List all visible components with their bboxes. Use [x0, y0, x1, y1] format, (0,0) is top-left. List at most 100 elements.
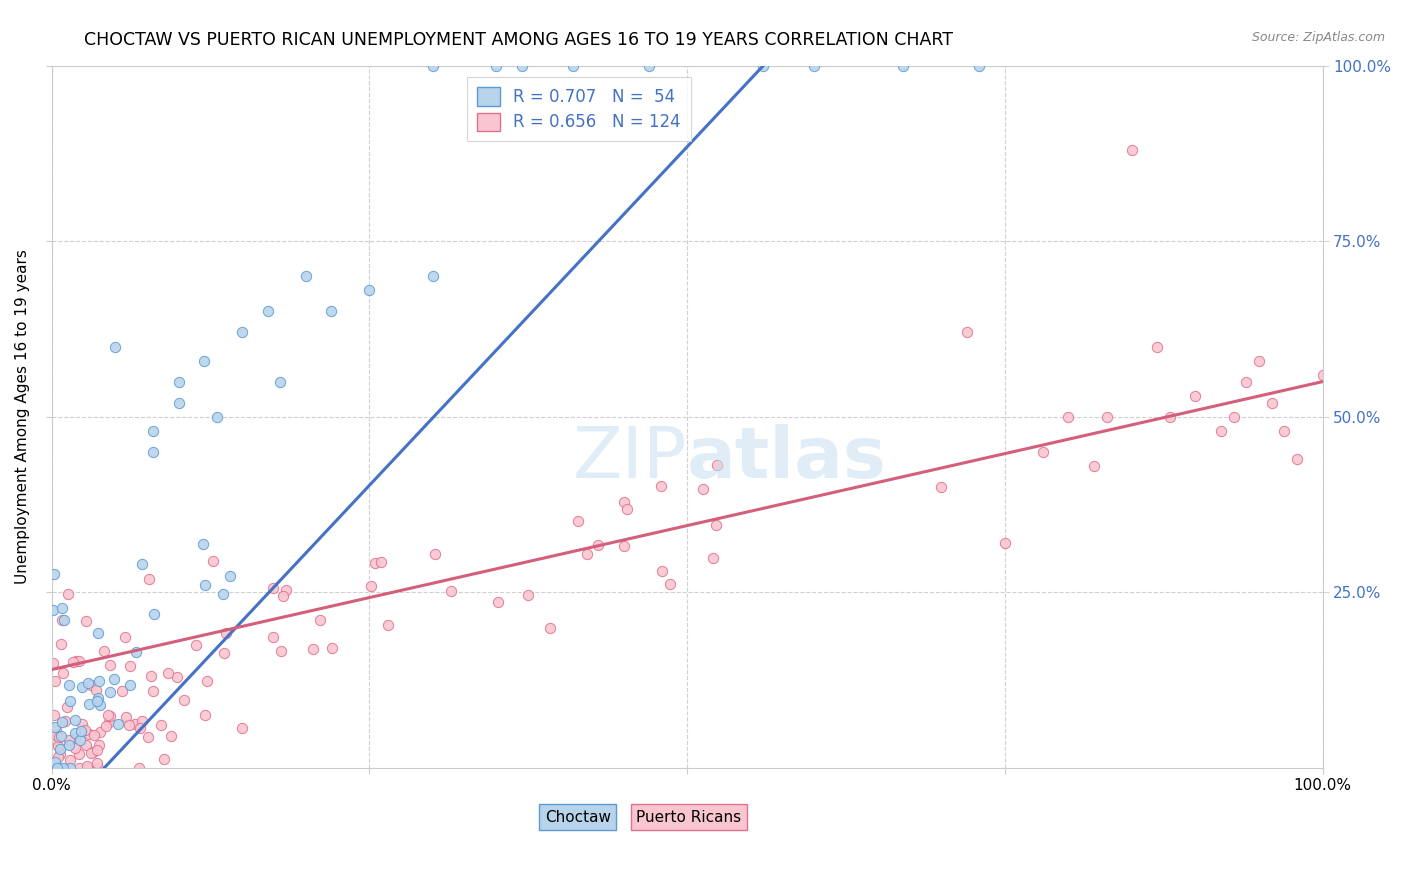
- Point: [752, 59, 775, 73]
- Point: [80, 678, 103, 692]
- Point: [139, 669, 162, 683]
- Point: [89, 724, 111, 739]
- Point: [167, 375, 190, 389]
- Point: [118, 678, 141, 692]
- Point: [212, 587, 235, 601]
- Point: [82, 745, 104, 759]
- Text: Source: ZipAtlas.com: Source: ZipAtlas.com: [1251, 31, 1385, 45]
- Point: [302, 641, 325, 656]
- Point: [173, 692, 195, 706]
- Point: [98, 685, 121, 699]
- Point: [142, 684, 165, 698]
- Point: [65, 741, 87, 756]
- Point: [485, 59, 508, 73]
- Point: [956, 326, 979, 340]
- Point: [48, 761, 70, 775]
- Text: Puerto Ricans: Puerto Ricans: [636, 810, 741, 824]
- Point: [51, 613, 73, 627]
- Point: [128, 721, 150, 735]
- Point: [1209, 424, 1232, 438]
- Point: [86, 742, 108, 756]
- Point: [1121, 143, 1143, 157]
- Point: [75, 739, 97, 753]
- Point: [58, 732, 80, 747]
- Point: [269, 375, 291, 389]
- Point: [89, 698, 111, 712]
- Point: [193, 353, 215, 368]
- Point: [58, 678, 80, 692]
- Point: [929, 480, 952, 494]
- Point: [1057, 409, 1080, 424]
- Point: [62, 655, 84, 669]
- Point: [44, 755, 66, 769]
- Point: [359, 283, 381, 297]
- Point: [76, 761, 98, 775]
- Point: [1083, 458, 1105, 473]
- Point: [692, 483, 714, 497]
- Point: [1146, 339, 1168, 353]
- Point: [191, 537, 214, 551]
- Point: [84, 682, 107, 697]
- Point: [567, 514, 589, 528]
- Point: [702, 551, 724, 566]
- Point: [212, 647, 235, 661]
- Point: [65, 726, 87, 740]
- Point: [1286, 451, 1309, 466]
- Point: [76, 759, 98, 773]
- Point: [153, 752, 176, 766]
- Point: [46, 739, 69, 754]
- Point: [613, 539, 636, 553]
- Point: [1222, 409, 1244, 424]
- Y-axis label: Unemployment Among Ages 16 to 19 years: Unemployment Among Ages 16 to 19 years: [15, 249, 30, 584]
- Point: [42, 761, 65, 775]
- Point: [575, 547, 598, 561]
- Point: [80, 746, 103, 760]
- Point: [100, 709, 122, 723]
- Point: [994, 536, 1017, 550]
- Point: [638, 59, 661, 73]
- Point: [118, 717, 141, 731]
- Point: [48, 730, 70, 744]
- Point: [104, 339, 127, 353]
- Point: [1312, 368, 1334, 382]
- Point: [44, 732, 66, 747]
- Point: [969, 59, 991, 73]
- Point: [262, 581, 284, 595]
- Point: [41, 603, 63, 617]
- Point: [77, 727, 100, 741]
- Point: [201, 554, 224, 568]
- Point: [538, 621, 561, 635]
- Point: [52, 666, 75, 681]
- Point: [69, 732, 91, 747]
- Point: [73, 723, 96, 738]
- Point: [59, 761, 82, 775]
- Point: [613, 494, 636, 508]
- Point: [193, 578, 215, 592]
- Point: [83, 728, 105, 742]
- Point: [616, 502, 638, 516]
- Point: [87, 761, 110, 775]
- Point: [1247, 353, 1270, 368]
- Point: [658, 577, 681, 591]
- Point: [363, 556, 385, 570]
- Point: [114, 630, 136, 644]
- Point: [294, 269, 316, 284]
- Point: [124, 717, 146, 731]
- Point: [52, 761, 75, 775]
- Point: [87, 690, 110, 705]
- Point: [45, 723, 67, 737]
- Point: [262, 630, 284, 644]
- Point: [87, 673, 110, 688]
- Point: [67, 761, 90, 775]
- Point: [136, 730, 159, 744]
- Point: [510, 59, 533, 73]
- Point: [87, 626, 110, 640]
- Point: [118, 658, 141, 673]
- Point: [44, 673, 66, 688]
- Point: [704, 517, 727, 532]
- Point: [103, 672, 125, 686]
- Point: [423, 547, 446, 561]
- Point: [51, 714, 73, 729]
- Point: [321, 640, 343, 655]
- Point: [49, 637, 72, 651]
